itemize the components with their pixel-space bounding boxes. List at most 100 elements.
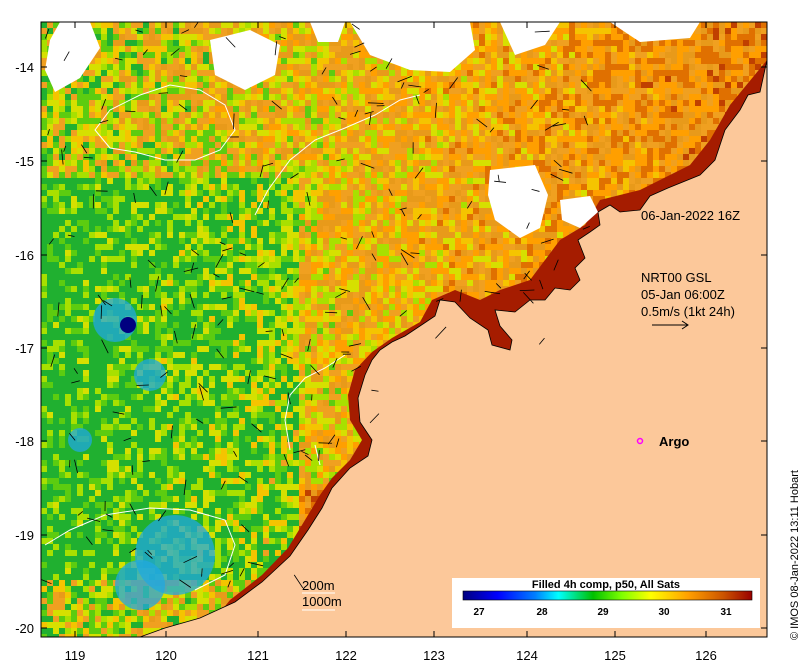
- sst-pixel: [299, 22, 305, 28]
- sst-pixel: [293, 70, 299, 76]
- sst-pixel: [431, 226, 437, 232]
- sst-pixel: [221, 112, 227, 118]
- sst-pixel: [317, 160, 323, 166]
- sst-pixel: [131, 244, 137, 250]
- sst-pixel: [419, 82, 425, 88]
- sst-pixel: [95, 178, 101, 184]
- sst-pixel: [293, 46, 299, 52]
- sst-pixel: [215, 226, 221, 232]
- sst-pixel: [161, 166, 167, 172]
- sst-pixel: [539, 70, 545, 76]
- sst-pixel: [473, 244, 479, 250]
- sst-pixel: [227, 100, 233, 106]
- sst-pixel: [629, 148, 635, 154]
- sst-pixel: [263, 220, 269, 226]
- sst-pixel: [137, 58, 143, 64]
- sst-pixel: [167, 58, 173, 64]
- sst-pixel: [125, 40, 131, 46]
- sst-pixel: [641, 58, 647, 64]
- sst-pixel: [563, 28, 569, 34]
- sst-pixel: [443, 112, 449, 118]
- sst-pixel: [713, 28, 719, 34]
- sst-pixel: [299, 160, 305, 166]
- sst-pixel: [311, 160, 317, 166]
- sst-pixel: [143, 40, 149, 46]
- sst-pixel: [491, 244, 497, 250]
- sst-pixel: [137, 130, 143, 136]
- sst-pixel: [131, 220, 137, 226]
- sst-pixel: [89, 166, 95, 172]
- sst-pixel: [95, 82, 101, 88]
- sst-pixel: [593, 196, 599, 202]
- sst-pixel: [485, 208, 491, 214]
- sst-pixel: [269, 100, 275, 106]
- sst-pixel: [341, 148, 347, 154]
- sst-pixel: [191, 196, 197, 202]
- sst-pixel: [47, 244, 53, 250]
- sst-pixel: [305, 88, 311, 94]
- sst-pixel: [329, 226, 335, 232]
- sst-pixel: [383, 238, 389, 244]
- sst-pixel: [479, 226, 485, 232]
- sst-pixel: [569, 124, 575, 130]
- sst-pixel: [89, 226, 95, 232]
- sst-pixel: [179, 136, 185, 142]
- sst-pixel: [683, 160, 689, 166]
- sst-pixel: [281, 226, 287, 232]
- sst-pixel: [299, 262, 305, 268]
- sst-pixel: [269, 136, 275, 142]
- sst-pixel: [461, 88, 467, 94]
- sst-pixel: [557, 106, 563, 112]
- sst-pixel: [563, 82, 569, 88]
- sst-pixel: [491, 166, 497, 172]
- sst-pixel: [431, 130, 437, 136]
- sst-pixel: [443, 196, 449, 202]
- sst-pixel: [191, 64, 197, 70]
- sst-pixel: [395, 208, 401, 214]
- sst-pixel: [71, 238, 77, 244]
- sst-pixel: [545, 76, 551, 82]
- sst-pixel: [341, 118, 347, 124]
- sst-pixel: [401, 256, 407, 262]
- sst-pixel: [77, 178, 83, 184]
- sst-pixel: [155, 172, 161, 178]
- sst-pixel: [407, 106, 413, 112]
- sst-pixel: [611, 34, 617, 40]
- sst-pixel: [725, 34, 731, 40]
- sst-pixel: [413, 100, 419, 106]
- sst-pixel: [347, 124, 353, 130]
- sst-pixel: [173, 76, 179, 82]
- sst-pixel: [317, 256, 323, 262]
- sst-pixel: [149, 46, 155, 52]
- sst-pixel: [245, 178, 251, 184]
- sst-pixel: [311, 76, 317, 82]
- sst-pixel: [197, 106, 203, 112]
- sst-pixel: [449, 232, 455, 238]
- sst-pixel: [263, 148, 269, 154]
- sst-pixel: [713, 40, 719, 46]
- sst-pixel: [65, 118, 71, 124]
- sst-pixel: [95, 244, 101, 250]
- sst-pixel: [443, 178, 449, 184]
- sst-pixel: [533, 154, 539, 160]
- sst-pixel: [143, 190, 149, 196]
- sst-pixel: [149, 34, 155, 40]
- sst-pixel: [137, 268, 143, 274]
- sst-pixel: [305, 262, 311, 268]
- sst-pixel: [599, 166, 605, 172]
- sst-pixel: [209, 208, 215, 214]
- sst-pixel: [299, 166, 305, 172]
- sst-pixel: [377, 202, 383, 208]
- sst-pixel: [137, 232, 143, 238]
- sst-pixel: [329, 106, 335, 112]
- sst-pixel: [161, 100, 167, 106]
- sst-pixel: [347, 64, 353, 70]
- sst-pixel: [671, 88, 677, 94]
- sst-pixel: [269, 82, 275, 88]
- sst-pixel: [287, 256, 293, 262]
- sst-pixel: [65, 172, 71, 178]
- sst-pixel: [245, 100, 251, 106]
- sst-pixel: [413, 82, 419, 88]
- sst-pixel: [101, 52, 107, 58]
- sst-pixel: [587, 70, 593, 76]
